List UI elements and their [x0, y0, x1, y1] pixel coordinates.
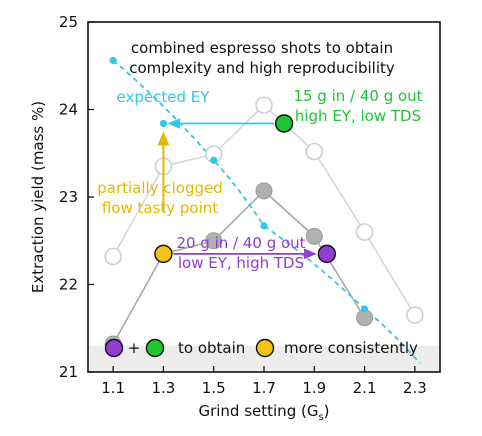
x-axis-label: Grind setting (Gs)	[198, 402, 329, 423]
legend-plus: +	[128, 339, 141, 357]
yellow-label-line1: partially clogged	[97, 179, 223, 197]
x-tick-label: 2.3	[403, 379, 427, 397]
combined-note-line2: complexity and high reproducibility	[129, 59, 395, 77]
partially-clogged-point	[154, 244, 173, 264]
purple-label-line1: 20 g in / 40 g out	[176, 234, 305, 252]
x-tick-label: 1.1	[101, 379, 125, 397]
coarse-shot-point	[317, 244, 337, 264]
expected-ey-point	[210, 156, 218, 164]
y-tick-label: 24	[59, 101, 78, 119]
expected-combined-point	[159, 119, 168, 128]
light-gray-point	[104, 247, 122, 266]
legend-yellow-dot	[255, 338, 275, 358]
x-tick-label: 1.9	[302, 379, 326, 397]
light-gray-point	[255, 96, 273, 114]
y-tick-label: 25	[59, 13, 78, 31]
light-gray-point	[305, 142, 324, 161]
y-tick-label: 21	[59, 363, 78, 381]
yellow-label-line2: flow tasty point	[102, 199, 218, 217]
expected-ey-point	[109, 56, 117, 65]
legend-purple-dot	[104, 338, 124, 358]
x-tick-label: 1.3	[151, 379, 175, 397]
light-gray-point	[355, 223, 374, 241]
fine-shot-point	[274, 114, 294, 133]
y-tick-label: 23	[59, 188, 78, 206]
legend-to-obtain: to obtain	[178, 339, 245, 357]
legend-more-consistently: more consistently	[284, 339, 418, 357]
green-label-line1: 15 g in / 40 g out	[293, 87, 422, 105]
expected-ey-point	[260, 222, 268, 230]
dark-gray-point	[255, 182, 273, 200]
dark-gray-point	[205, 232, 223, 250]
light-gray-point	[406, 306, 424, 324]
purple-label-line2: low EY, high TDS	[178, 254, 304, 272]
expected-ey-label: expected EY	[117, 88, 211, 106]
y-axis-label: Extraction yield (mass %)	[29, 101, 47, 293]
expected-ey-point	[360, 305, 369, 313]
green-label-line2: high EY, low TDS	[295, 107, 421, 125]
x-tick-label: 2.1	[353, 379, 377, 397]
y-tick-label: 22	[59, 276, 78, 294]
x-tick-label: 1.5	[202, 379, 226, 397]
x-tick-label: 1.7	[252, 379, 276, 397]
legend-green-dot	[145, 338, 165, 358]
dark-gray-point	[305, 227, 323, 245]
combined-note-line1: combined espresso shots to obtain	[131, 39, 393, 57]
